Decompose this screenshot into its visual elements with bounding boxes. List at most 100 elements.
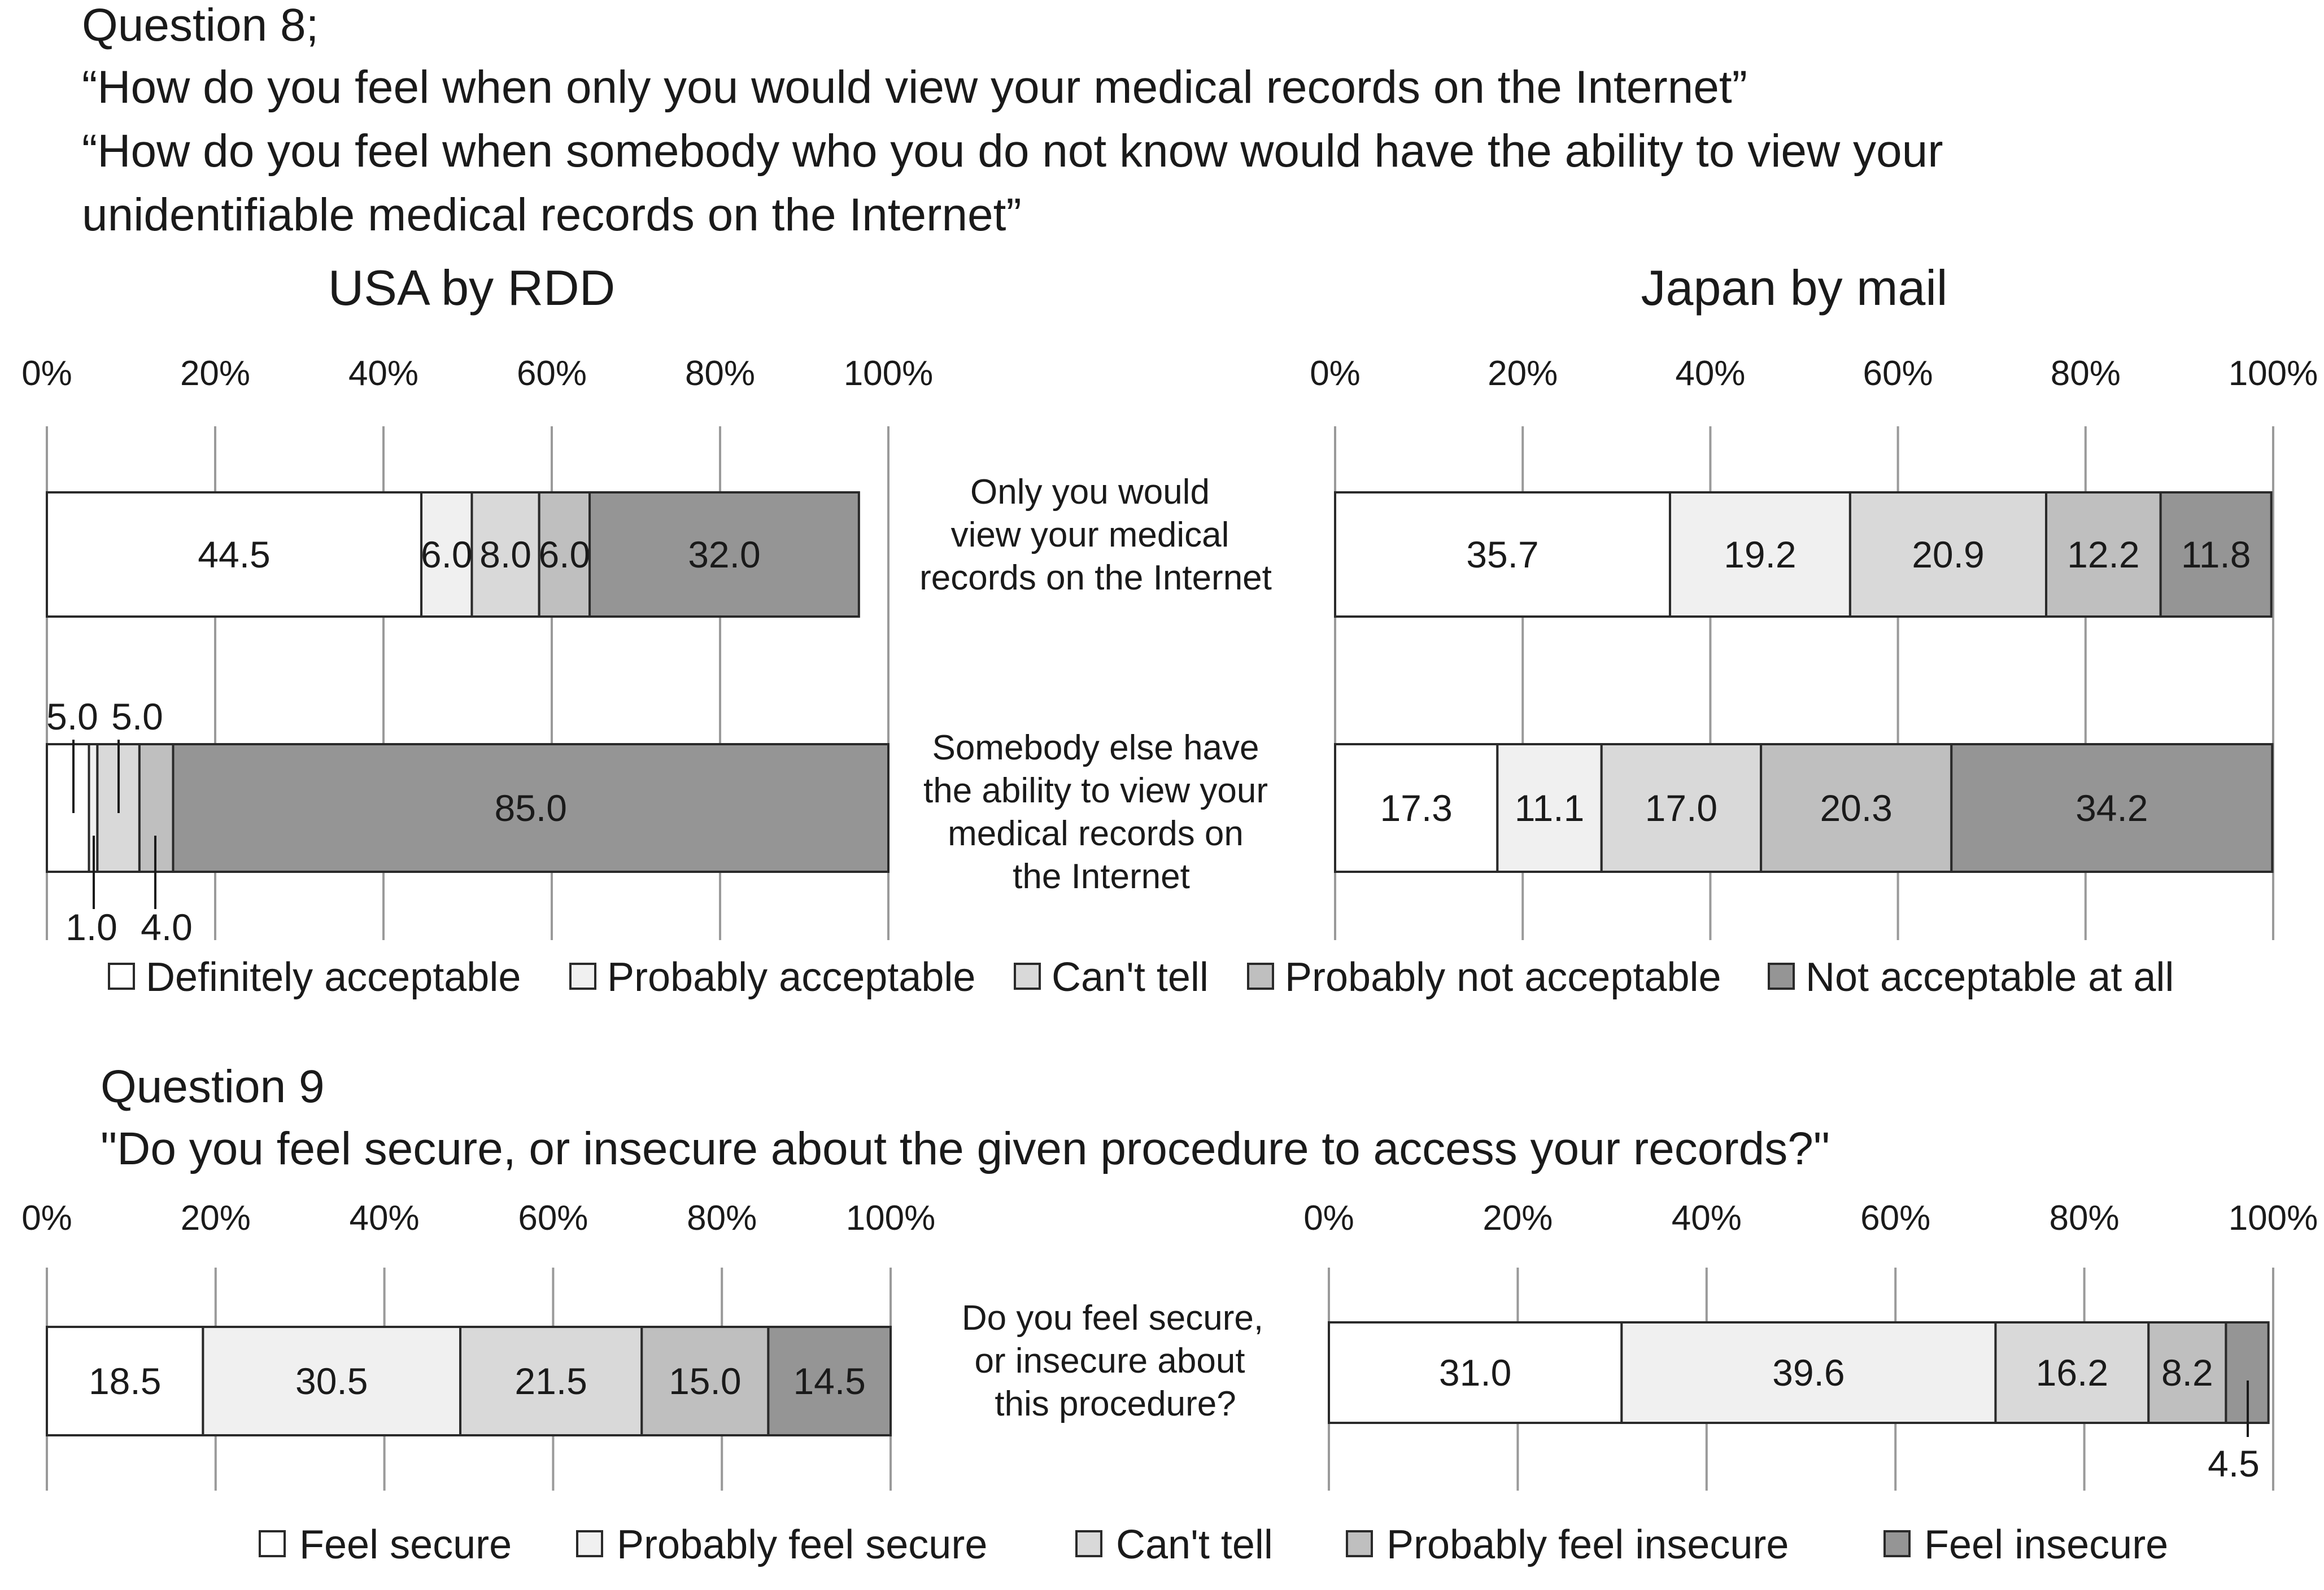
bar-segment (1334, 743, 1499, 873)
bar-segment (2159, 491, 2273, 618)
data-label: 32.0 (688, 534, 760, 575)
legend-swatch (259, 1530, 286, 1557)
legend-item: Can't tell (1075, 1522, 1273, 1567)
data-label: 12.2 (2067, 534, 2139, 575)
row-label-q8-only-you: Only you would view your medical records… (919, 473, 1272, 597)
data-label: 44.5 (198, 534, 270, 575)
row-label-line: Somebody else have (932, 728, 1259, 767)
x-tick-label: 60% (518, 1199, 588, 1238)
bar-segment (46, 743, 90, 873)
x-tick-label: 40% (1675, 354, 1745, 393)
bar-segment (1620, 1321, 1997, 1424)
row-label-line: Only you would (970, 473, 1210, 512)
x-tick-label: 0% (1303, 1199, 1354, 1238)
legend-label: Feel secure (299, 1522, 512, 1567)
legend-q9: Feel secure Probably feel secure Can't tel… (259, 1522, 2168, 1567)
x-tick-label: 40% (350, 1199, 420, 1238)
data-label: 8.2 (2161, 1352, 2213, 1394)
data-label: 30.5 (295, 1360, 368, 1402)
row-label-line: or insecure about (974, 1342, 1245, 1381)
q8-line1: “How do you feel when only you would vie… (82, 62, 1747, 113)
bar-segment (1334, 491, 1671, 618)
data-label: 8.0 (479, 534, 531, 575)
q8-line2: “How do you feel when somebody who you d… (82, 125, 1943, 177)
data-label: 6.0 (421, 534, 473, 575)
bar-segment (1760, 743, 1953, 873)
x-tick-label: 100% (2229, 1199, 2318, 1238)
data-label: 39.6 (1772, 1352, 1845, 1394)
x-tick-label: 20% (1488, 354, 1558, 393)
data-label: 14.5 (793, 1360, 865, 1402)
legend-label: Not acceptable at all (1806, 955, 2174, 1000)
stacked-bar-chart-4: 0% 20% 40% 60% 80% 100% 31.0 39.6 16.2 8.2 4.5 (1303, 1199, 2318, 1491)
x-tick-label: 20% (181, 1199, 251, 1238)
x-tick-label: 100% (2229, 354, 2318, 393)
legend-item: Probably acceptable (569, 955, 975, 1000)
bar-segment (1496, 743, 1603, 873)
legend-item: Definitely acceptable (108, 955, 521, 1000)
x-tick-label: 80% (2050, 1199, 2120, 1238)
x-tick-label: 60% (1860, 1199, 1930, 1238)
legend-swatch (108, 963, 135, 990)
data-label: 11.1 (1515, 787, 1585, 829)
bar-row: 18.5 30.5 21.5 15.0 14.5 (46, 1326, 892, 1436)
data-label: 18.5 (89, 1360, 161, 1402)
legend-q8: Definitely acceptable Probably acceptable… (108, 955, 2174, 1000)
data-label: 34.2 (2076, 787, 2148, 829)
column-title-japan: Japan by mail (1641, 260, 1948, 316)
row-label-line: Do you feel secure, (962, 1299, 1263, 1338)
bar-row: 31.0 39.6 16.2 8.2 4.5 (1328, 1321, 2270, 1484)
legend-swatch (1247, 963, 1274, 990)
bar-segment (1668, 491, 1851, 618)
row-label-line: medical records on (948, 814, 1244, 853)
row-label-line: the ability to view your (923, 771, 1268, 810)
legend-swatch (576, 1530, 603, 1557)
x-tick-label: 0% (21, 1199, 72, 1238)
charts-layer: 0% 20% 40% 60% 80% 100% 44.5 6.0 8.0 6.0 32.0 5.0 1.… (21, 354, 2318, 1491)
stacked-bar-chart-1: 0% 20% 40% 60% 80% 100% 44.5 6.0 8.0 6.0 32.0 5.0 1.… (21, 354, 933, 948)
row-label-line: the Internet (1013, 857, 1190, 896)
legend-label: Probably not acceptable (1285, 955, 1721, 1000)
legends-layer: Definitely acceptable Probably acceptable… (108, 955, 2174, 1567)
row-label-q8-somebody-else: Somebody else have the ability to view y… (923, 728, 1268, 896)
bar-row: 35.7 19.2 20.9 12.2 11.8 (1334, 491, 2273, 618)
data-label: 6.0 (538, 534, 590, 575)
legend-label: Definitely acceptable (146, 955, 521, 1000)
data-label: 17.3 (1380, 787, 1452, 829)
legend-item: Probably feel secure (576, 1522, 987, 1567)
bar-segment (588, 491, 860, 618)
legend-item: Feel insecure (1883, 1522, 2168, 1567)
legend-item: Can't tell (1014, 955, 1209, 1000)
row-label-q9: Do you feel secure, or insecure about th… (962, 1299, 1263, 1423)
x-tick-label: 80% (687, 1199, 757, 1238)
data-label: 19.2 (1724, 534, 1796, 575)
data-label: 31.0 (1439, 1352, 1511, 1394)
legend-item: Feel secure (259, 1522, 512, 1567)
legend-label: Probably feel insecure (1386, 1522, 1789, 1567)
data-label: 11.8 (2181, 534, 2251, 575)
q9-line1: "Do you feel secure, or insecure about t… (101, 1123, 1830, 1174)
legend-item: Probably not acceptable (1247, 955, 1721, 1000)
legend-swatch (1346, 1530, 1373, 1557)
x-tick-label: 100% (844, 354, 934, 393)
data-label: 20.3 (1820, 787, 1892, 829)
bar-row: 17.3 11.1 17.0 20.3 34.2 (1334, 743, 2274, 873)
bar-segment (470, 491, 540, 618)
legend-item: Probably feel insecure (1346, 1522, 1789, 1567)
bar-segment (1600, 743, 1763, 873)
row-label-line: view your medical (951, 516, 1229, 554)
data-label: 1.0 (66, 906, 117, 948)
bar-segment (1994, 1321, 2150, 1424)
data-label: 35.7 (1466, 534, 1538, 575)
legend-label: Probably acceptable (607, 955, 975, 1000)
data-label: 21.5 (514, 1360, 587, 1402)
x-tick-label: 0% (21, 354, 72, 393)
legend-swatch (1014, 963, 1041, 990)
q8-line3: unidentifiable medical records on the In… (82, 189, 1022, 241)
legend-swatch (1883, 1530, 1911, 1557)
x-tick-label: 100% (846, 1199, 936, 1238)
x-tick-label: 20% (180, 354, 250, 393)
x-tick-label: 80% (685, 354, 755, 393)
